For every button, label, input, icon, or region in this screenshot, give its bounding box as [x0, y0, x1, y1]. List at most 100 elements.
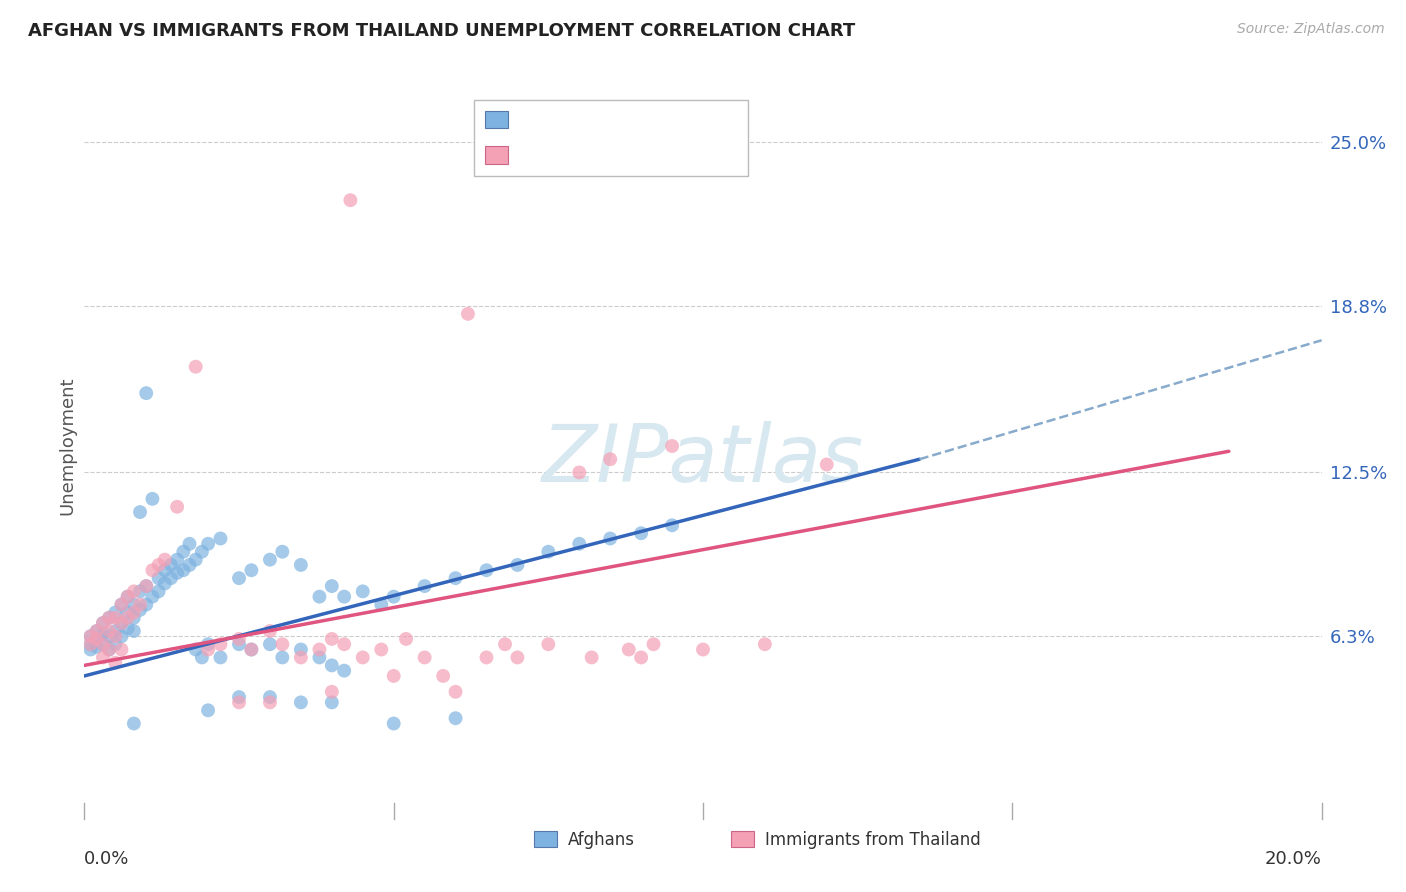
Point — [166, 500, 188, 514]
Point — [117, 621, 139, 635]
Point — [172, 563, 194, 577]
Point — [240, 563, 263, 577]
Point — [135, 598, 157, 612]
Point — [197, 637, 219, 651]
Point — [141, 563, 163, 577]
Point — [141, 491, 163, 506]
Point — [413, 650, 436, 665]
Point — [91, 616, 114, 631]
Text: R =: R = — [519, 110, 561, 129]
Point — [444, 685, 467, 699]
Point — [630, 526, 652, 541]
Point — [91, 637, 114, 651]
Point — [457, 307, 479, 321]
Point — [117, 590, 139, 604]
Point — [599, 532, 621, 546]
Point — [240, 642, 263, 657]
Point — [91, 616, 114, 631]
Point — [209, 532, 232, 546]
Point — [197, 537, 219, 551]
Point — [129, 598, 152, 612]
Text: 0.496: 0.496 — [555, 110, 617, 129]
Text: 57: 57 — [636, 145, 662, 165]
Point — [475, 650, 498, 665]
Point — [413, 579, 436, 593]
Point — [104, 611, 127, 625]
Point — [141, 590, 163, 604]
Point — [98, 642, 121, 657]
Point — [581, 650, 603, 665]
Point — [475, 563, 498, 577]
Point — [228, 632, 250, 646]
Point — [754, 637, 776, 651]
Point — [122, 624, 145, 638]
Point — [352, 650, 374, 665]
Point — [135, 579, 157, 593]
Point — [86, 640, 108, 654]
Point — [661, 439, 683, 453]
Point — [79, 629, 101, 643]
Text: ZIPatlas: ZIPatlas — [541, 421, 865, 500]
Point — [259, 624, 281, 638]
Point — [617, 642, 640, 657]
Point — [98, 629, 121, 643]
Point — [122, 716, 145, 731]
Point — [110, 616, 132, 631]
Point — [191, 545, 214, 559]
Point — [91, 650, 114, 665]
Point — [228, 571, 250, 585]
Point — [129, 584, 152, 599]
Point — [104, 656, 127, 670]
Point — [240, 642, 263, 657]
Point — [117, 590, 139, 604]
Point — [228, 695, 250, 709]
Point — [135, 386, 157, 401]
Point — [352, 584, 374, 599]
Point — [321, 685, 343, 699]
Point — [153, 563, 176, 577]
Text: N =: N = — [589, 145, 645, 165]
Point — [153, 552, 176, 566]
Point — [209, 650, 232, 665]
Point — [98, 642, 121, 657]
Point — [643, 637, 665, 651]
Point — [259, 552, 281, 566]
Point — [339, 193, 361, 207]
Text: Afghans: Afghans — [568, 831, 636, 849]
Point — [290, 642, 312, 657]
Point — [104, 606, 127, 620]
Point — [444, 571, 467, 585]
Point — [259, 637, 281, 651]
Point — [197, 703, 219, 717]
Point — [290, 558, 312, 572]
Point — [122, 606, 145, 620]
Point — [117, 606, 139, 620]
Point — [333, 637, 356, 651]
Point — [160, 571, 183, 585]
Point — [259, 690, 281, 704]
Point — [98, 611, 121, 625]
Point — [91, 637, 114, 651]
Point — [86, 624, 108, 638]
Point — [110, 642, 132, 657]
Text: 0.362: 0.362 — [555, 145, 617, 165]
Point — [160, 558, 183, 572]
Text: 71: 71 — [636, 110, 662, 129]
Point — [86, 632, 108, 646]
Point — [228, 690, 250, 704]
Point — [630, 650, 652, 665]
Point — [308, 590, 330, 604]
Point — [148, 571, 170, 585]
Point — [506, 558, 529, 572]
Point — [91, 626, 114, 640]
Text: AFGHAN VS IMMIGRANTS FROM THAILAND UNEMPLOYMENT CORRELATION CHART: AFGHAN VS IMMIGRANTS FROM THAILAND UNEMP… — [28, 22, 855, 40]
Point — [321, 632, 343, 646]
Point — [148, 558, 170, 572]
Point — [153, 576, 176, 591]
Point — [370, 598, 392, 612]
Point — [395, 632, 418, 646]
Point — [98, 611, 121, 625]
Point — [382, 716, 405, 731]
Text: 0.0%: 0.0% — [84, 850, 129, 869]
Point — [86, 624, 108, 638]
